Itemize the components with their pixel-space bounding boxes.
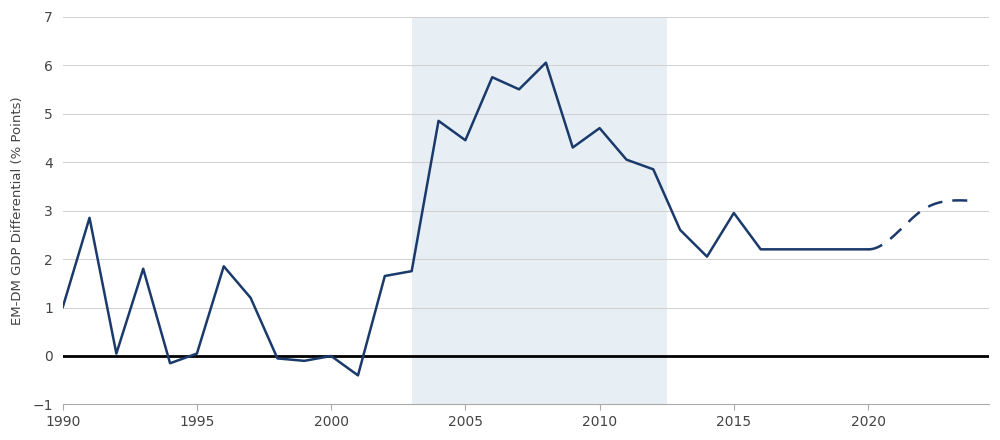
Y-axis label: EM-DM GDP Differential (% Points): EM-DM GDP Differential (% Points) [11,96,24,325]
Bar [412,17,667,404]
